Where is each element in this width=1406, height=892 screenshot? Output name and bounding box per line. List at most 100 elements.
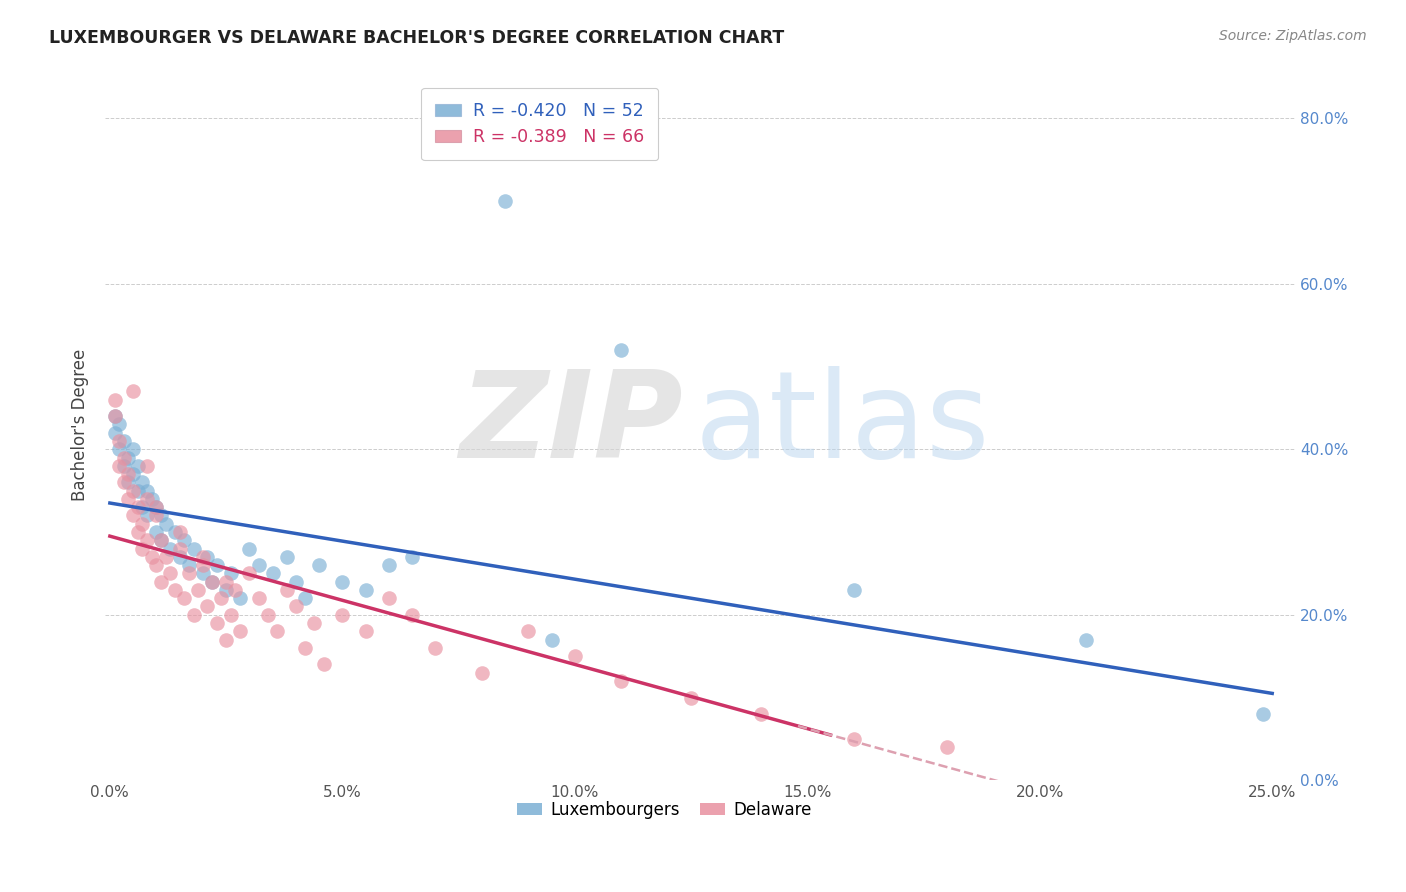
Point [145, 508, 167, 523]
Point [229, 591, 252, 606]
Point [122, 483, 145, 498]
Point [112, 475, 135, 490]
Point [238, 566, 260, 581]
Point [159, 566, 181, 581]
Point [183, 541, 205, 556]
Point [112, 450, 135, 465]
Point [215, 574, 238, 589]
Point [150, 574, 173, 589]
Point [183, 607, 205, 622]
Point [262, 566, 284, 581]
Point [219, 566, 242, 581]
Point [108, 417, 131, 432]
Point [354, 624, 377, 639]
Point [229, 624, 252, 639]
Point [191, 566, 214, 581]
Point [224, 582, 246, 597]
Point [330, 574, 353, 589]
Point [308, 558, 330, 573]
Point [141, 491, 163, 506]
Point [201, 574, 224, 589]
Point [191, 549, 214, 564]
Point [122, 384, 145, 399]
Point [117, 467, 139, 481]
Point [159, 541, 181, 556]
Point [257, 607, 280, 622]
Point [117, 450, 139, 465]
Point [150, 508, 173, 523]
Point [127, 483, 149, 498]
Point [247, 558, 270, 573]
Point [610, 673, 633, 688]
Point [191, 558, 214, 573]
Point [312, 657, 335, 672]
Point [201, 574, 224, 589]
Point [679, 690, 702, 705]
Point [122, 467, 145, 481]
Point [215, 632, 238, 647]
Point [266, 624, 288, 639]
Text: Source: ZipAtlas.com: Source: ZipAtlas.com [1219, 29, 1367, 43]
Point [540, 632, 562, 647]
Point [108, 458, 131, 473]
Point [127, 524, 149, 539]
Point [749, 707, 772, 722]
Point [842, 731, 865, 746]
Point [471, 665, 494, 680]
Point [145, 558, 167, 573]
Point [197, 599, 219, 614]
Point [401, 607, 423, 622]
Point [284, 599, 307, 614]
Point [131, 500, 153, 515]
Point [219, 607, 242, 622]
Text: LUXEMBOURGER VS DELAWARE BACHELOR'S DEGREE CORRELATION CHART: LUXEMBOURGER VS DELAWARE BACHELOR'S DEGR… [49, 29, 785, 46]
Point [145, 500, 167, 515]
Point [103, 409, 125, 424]
Legend: Luxembourgers, Delaware: Luxembourgers, Delaware [510, 794, 818, 825]
Point [564, 649, 586, 664]
Y-axis label: Bachelor's Degree: Bachelor's Degree [72, 348, 89, 500]
Point [177, 566, 200, 581]
Point [163, 582, 186, 597]
Point [122, 508, 145, 523]
Point [247, 591, 270, 606]
Point [136, 458, 159, 473]
Point [378, 591, 401, 606]
Point [276, 582, 298, 597]
Point [238, 541, 260, 556]
Point [284, 574, 307, 589]
Point [145, 500, 167, 515]
Point [401, 549, 423, 564]
Point [211, 591, 233, 606]
Point [136, 508, 159, 523]
Point [112, 434, 135, 448]
Point [108, 434, 131, 448]
Point [205, 558, 228, 573]
Point [294, 591, 316, 606]
Point [127, 458, 149, 473]
Point [155, 516, 177, 531]
Point [108, 442, 131, 457]
Point [205, 615, 228, 630]
Point [117, 491, 139, 506]
Text: ZIP: ZIP [458, 366, 682, 483]
Point [150, 533, 173, 548]
Point [112, 458, 135, 473]
Point [494, 194, 516, 208]
Point [425, 640, 447, 655]
Point [103, 425, 125, 440]
Point [163, 524, 186, 539]
Point [131, 516, 153, 531]
Point [610, 343, 633, 357]
Point [141, 549, 163, 564]
Point [842, 582, 865, 597]
Point [117, 475, 139, 490]
Point [177, 558, 200, 573]
Point [1076, 632, 1098, 647]
Point [173, 533, 195, 548]
Point [197, 549, 219, 564]
Point [131, 475, 153, 490]
Point [1251, 707, 1274, 722]
Point [276, 549, 298, 564]
Point [103, 392, 125, 407]
